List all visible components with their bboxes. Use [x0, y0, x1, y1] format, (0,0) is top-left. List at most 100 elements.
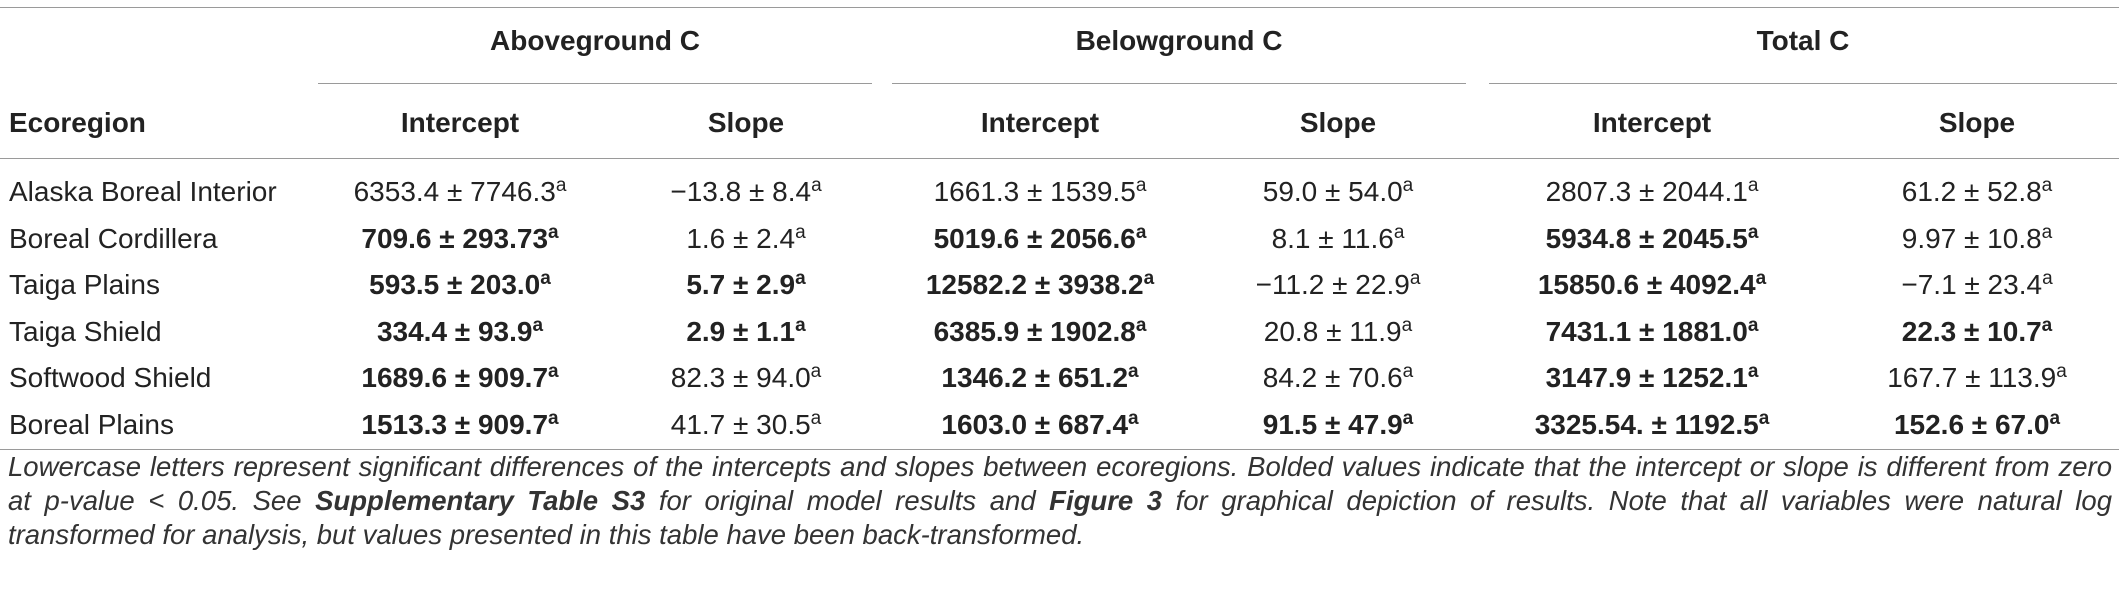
- cell: 82.3 ± 94.0a: [671, 361, 822, 395]
- cell: 22.3 ± 10.7a: [1902, 315, 2053, 349]
- cell-value: 1346.2 ± 651.2: [941, 362, 1129, 393]
- cell-value: 1.6 ± 2.4: [686, 222, 796, 254]
- cell: 8.1 ± 11.6a: [1272, 222, 1405, 256]
- cell-superscript: a: [1747, 361, 1759, 382]
- cell: 9.97 ± 10.8a: [1902, 222, 2053, 256]
- cell: 84.2 ± 70.6a: [1263, 361, 1414, 395]
- cell-superscript: a: [1402, 361, 1414, 382]
- cell: 5934.8 ± 2045.5a: [1546, 222, 1759, 256]
- cell-value: 59.0 ± 54.0: [1262, 176, 1403, 207]
- cell-superscript: a: [1747, 175, 1759, 196]
- cell: 152.6 ± 67.0a: [1894, 408, 2060, 442]
- cell-value: 3147.9 ± 1252.1: [1545, 362, 1748, 393]
- cell-value: 5934.8 ± 2045.5: [1545, 222, 1748, 254]
- row-label: Taiga Plains: [9, 269, 160, 300]
- cell-value: 7431.1 ± 1881.0: [1545, 315, 1748, 347]
- cell: 61.2 ± 52.8a: [1902, 175, 2053, 209]
- cell: 6385.9 ± 1902.8a: [934, 315, 1147, 349]
- row-label: Alaska Boreal Interior: [9, 176, 277, 207]
- cell-superscript: a: [548, 221, 559, 243]
- rule: [892, 83, 1466, 84]
- cell-value: 152.6 ± 67.0: [1893, 408, 2050, 440]
- cell-superscript: a: [1747, 221, 1759, 243]
- column-header: Ecoregion: [9, 107, 146, 138]
- cell-value: −11.2 ± 22.9: [1255, 269, 1410, 300]
- cell-superscript: a: [2049, 407, 2061, 429]
- cell-superscript: a: [811, 175, 822, 196]
- cell-superscript: a: [540, 268, 551, 289]
- cell: 593.5 ± 203.0a: [369, 268, 551, 302]
- caption-text: Supplementary Table S3: [315, 485, 646, 516]
- cell-superscript: a: [1402, 175, 1414, 196]
- cell-superscript: a: [532, 314, 544, 336]
- cell-value: −13.8 ± 8.4: [670, 176, 812, 207]
- cell-value: 2807.3 ± 2044.1: [1545, 176, 1748, 207]
- cell-superscript: a: [2056, 361, 2067, 382]
- column-header: Intercept: [1592, 107, 1712, 138]
- column-header: Intercept: [400, 107, 520, 138]
- cell-value: 334.4 ± 93.9: [376, 315, 533, 347]
- cell-value: 9.97 ± 10.8: [1901, 222, 2042, 254]
- cell: 1603.0 ± 687.4a: [941, 408, 1138, 442]
- column-header: Slope: [707, 107, 785, 138]
- cell-superscript: a: [548, 361, 559, 382]
- cell: −11.2 ± 22.9a: [1256, 268, 1421, 302]
- cell-superscript: a: [1135, 314, 1147, 336]
- cell: 2.9 ± 1.1a: [686, 315, 805, 349]
- cell-value: 593.5 ± 203.0: [369, 269, 541, 300]
- cell: 5019.6 ± 2056.6a: [934, 222, 1147, 256]
- cell: 1513.3 ± 909.7a: [361, 408, 558, 442]
- cell-value: 84.2 ± 70.6: [1262, 362, 1403, 393]
- row-label: Boreal Cordillera: [9, 222, 218, 254]
- cell: 3325.54. ± 1192.5a: [1535, 408, 1770, 442]
- cell-superscript: a: [1135, 175, 1147, 196]
- cell-superscript: a: [2041, 314, 2053, 336]
- caption: Lowercase letters represent significant …: [8, 450, 2112, 552]
- cell-value: 1661.3 ± 1539.5: [933, 176, 1136, 207]
- cell-value: 61.2 ± 52.8: [1901, 176, 2042, 207]
- cell-superscript: a: [1143, 268, 1155, 289]
- row-label: Boreal Plains: [9, 408, 174, 440]
- cell-superscript: a: [1393, 221, 1405, 243]
- cell-value: 6385.9 ± 1902.8: [933, 315, 1136, 347]
- cell-value: 12582.2 ± 3938.2: [925, 269, 1144, 300]
- cell-value: −7.1 ± 23.4: [1901, 269, 2043, 300]
- rule: [0, 158, 2119, 159]
- cell-value: 5.7 ± 2.9: [686, 269, 796, 300]
- cell-superscript: a: [795, 221, 806, 243]
- cell-value: 709.6 ± 293.73: [361, 222, 549, 254]
- cell: −7.1 ± 23.4a: [1901, 268, 2052, 302]
- column-header: Slope: [1299, 107, 1377, 138]
- cell-value: 82.3 ± 94.0: [670, 362, 811, 393]
- cell-value: 167.7 ± 113.9: [1887, 362, 2057, 393]
- cell-superscript: a: [1409, 268, 1421, 289]
- cell-value: 22.3 ± 10.7: [1901, 315, 2042, 347]
- cell: 6353.4 ± 7746.3a: [354, 175, 567, 209]
- cell-superscript: a: [795, 268, 806, 289]
- caption-text: for graphical depiction of results. Note…: [8, 485, 2112, 550]
- cell-superscript: a: [1758, 407, 1770, 429]
- cell: 167.7 ± 113.9a: [1887, 361, 2067, 395]
- cell-value: 3325.54. ± 1192.5: [1534, 408, 1759, 440]
- cell: 20.8 ± 11.9a: [1264, 315, 1412, 349]
- group-header: Belowground C: [1075, 25, 1283, 56]
- caption-text: Lowercase letters represent significant …: [8, 451, 2112, 516]
- cell: 1689.6 ± 909.7a: [361, 361, 558, 395]
- column-header: Intercept: [980, 107, 1100, 138]
- cell-superscript: a: [795, 314, 806, 336]
- cell-value: 41.7 ± 30.5: [670, 408, 811, 440]
- cell: 15850.6 ± 4092.4a: [1538, 268, 1766, 302]
- caption-text: for original model results and: [645, 485, 1050, 516]
- row-label: Softwood Shield: [9, 362, 212, 393]
- rule: [0, 7, 2119, 8]
- caption-text: Figure 3: [1049, 485, 1163, 516]
- cell-superscript: a: [2041, 175, 2053, 196]
- cell-value: 1513.3 ± 909.7: [361, 408, 549, 440]
- cell-value: 2.9 ± 1.1: [686, 315, 796, 347]
- cell-value: 8.1 ± 11.6: [1271, 222, 1394, 254]
- cell-value: 15850.6 ± 4092.4: [1537, 269, 1756, 300]
- cell-superscript: a: [1135, 221, 1147, 243]
- cell-superscript: a: [810, 407, 822, 429]
- cell-superscript: a: [548, 407, 559, 429]
